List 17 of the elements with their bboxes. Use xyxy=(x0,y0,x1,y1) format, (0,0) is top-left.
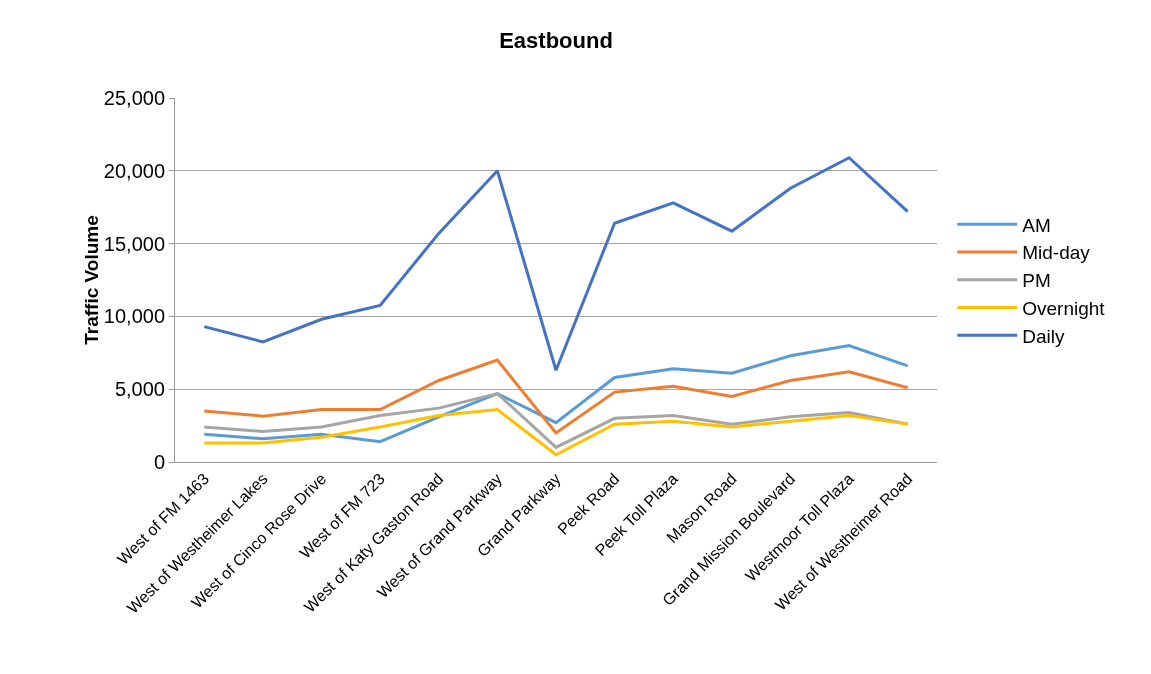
line-series xyxy=(202,344,910,444)
y-tick-label: 20,000 xyxy=(103,159,165,182)
y-tick-label: 15,000 xyxy=(103,232,165,255)
legend-label: PM xyxy=(1022,270,1051,292)
y-tick-label: 10,000 xyxy=(103,305,165,328)
legend-label: Overnight xyxy=(1022,297,1106,319)
chart-title: Eastbound xyxy=(499,28,613,54)
y-tick-label: 25,000 xyxy=(103,87,165,109)
line-series xyxy=(202,408,910,457)
y-tick-label: 5,000 xyxy=(114,378,165,401)
legend-label: Mid-day xyxy=(1022,242,1091,264)
line-series xyxy=(202,156,910,372)
legend-label: Daily xyxy=(1022,325,1065,347)
y-tick-label: 0 xyxy=(153,451,165,473)
line-series xyxy=(202,358,910,435)
y-axis-title: Traffic Volume xyxy=(80,215,102,345)
legend-label: AM xyxy=(1022,214,1051,236)
